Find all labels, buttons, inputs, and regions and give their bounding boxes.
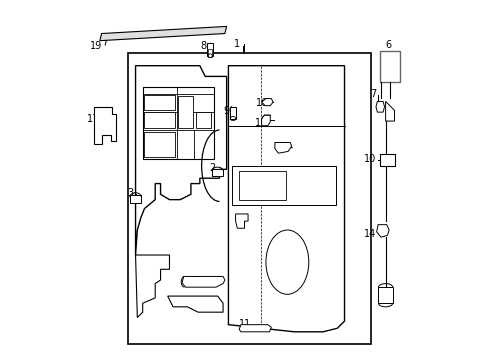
- Bar: [230, 107, 235, 119]
- Bar: [144, 132, 175, 157]
- Bar: [130, 195, 141, 203]
- Text: 17: 17: [86, 113, 99, 123]
- Polygon shape: [228, 66, 344, 332]
- Text: 8: 8: [201, 41, 206, 51]
- Polygon shape: [182, 276, 224, 287]
- Polygon shape: [135, 255, 169, 318]
- Text: 4: 4: [234, 215, 241, 225]
- Polygon shape: [375, 102, 384, 112]
- Polygon shape: [167, 296, 223, 312]
- Bar: [212, 169, 223, 176]
- Text: 14: 14: [364, 229, 376, 239]
- Text: 5: 5: [383, 292, 389, 302]
- Polygon shape: [261, 115, 270, 126]
- Text: 13: 13: [275, 142, 287, 152]
- Polygon shape: [100, 26, 226, 41]
- Text: 11: 11: [239, 319, 251, 329]
- Text: 2: 2: [208, 163, 215, 173]
- Bar: [178, 96, 192, 128]
- Ellipse shape: [265, 230, 308, 294]
- Bar: [207, 49, 212, 57]
- Polygon shape: [239, 325, 271, 332]
- Bar: [231, 166, 335, 205]
- Bar: [142, 87, 214, 158]
- Polygon shape: [261, 99, 272, 106]
- Text: 12: 12: [192, 276, 204, 286]
- Text: 7: 7: [370, 89, 376, 99]
- Text: 9: 9: [223, 106, 229, 116]
- Bar: [380, 51, 399, 82]
- Polygon shape: [274, 143, 291, 153]
- Polygon shape: [135, 66, 226, 255]
- Bar: [128, 53, 370, 344]
- Bar: [378, 287, 392, 303]
- Bar: [206, 43, 213, 56]
- Text: 3: 3: [127, 188, 133, 198]
- Text: 19: 19: [90, 41, 102, 51]
- Text: 18: 18: [155, 97, 167, 107]
- Polygon shape: [385, 102, 394, 121]
- Bar: [144, 95, 175, 111]
- Bar: [380, 154, 394, 166]
- Bar: [196, 112, 210, 128]
- Text: 10: 10: [364, 154, 376, 164]
- Polygon shape: [376, 225, 388, 237]
- Polygon shape: [94, 107, 116, 144]
- Polygon shape: [235, 214, 247, 228]
- Text: 6: 6: [384, 40, 390, 50]
- Text: 16: 16: [255, 98, 267, 108]
- Bar: [144, 112, 175, 128]
- Text: 15: 15: [255, 118, 267, 128]
- Bar: [239, 171, 285, 200]
- Text: 1: 1: [234, 39, 240, 49]
